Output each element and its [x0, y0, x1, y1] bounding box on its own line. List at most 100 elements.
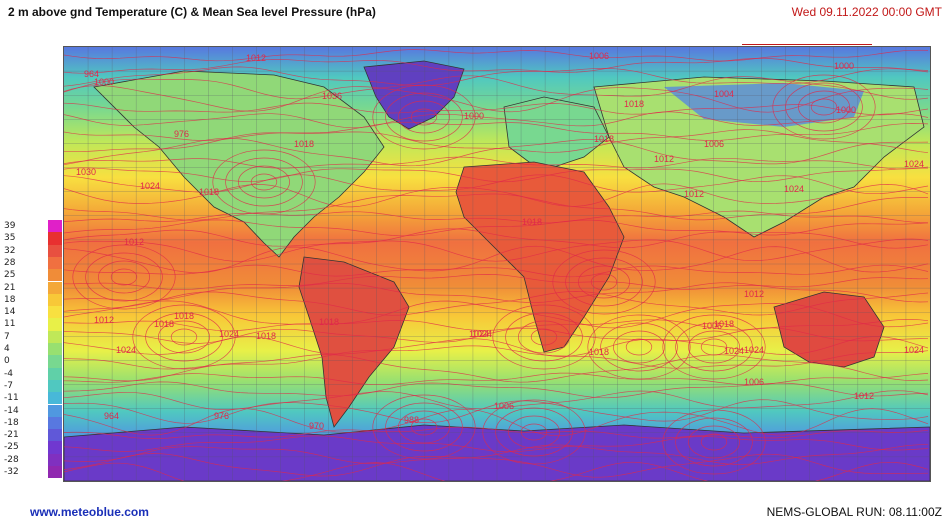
- legend-swatch: [48, 306, 62, 319]
- isobar-value-label: 1018: [624, 99, 644, 109]
- isobar-value-label: 1006: [744, 377, 764, 387]
- pressure-cell-contour: [385, 402, 463, 452]
- legend-row: 11: [2, 318, 62, 331]
- pressure-cell-contour: [700, 433, 728, 451]
- legend-label: 4: [4, 344, 10, 354]
- isobar-value-label: 1012: [684, 189, 704, 199]
- pressure-cell-contour: [132, 304, 236, 370]
- map-title: 2 m above gnd Temperature (C) & Mean Sea…: [8, 5, 376, 19]
- pressure-cell-contour: [85, 252, 163, 302]
- isobar-line: [64, 238, 929, 262]
- legend-swatch: [48, 392, 62, 405]
- isobar-value-label: 1018: [199, 187, 219, 197]
- legend-swatch: [48, 244, 62, 257]
- meteoblue-link[interactable]: www.meteoblue.com: [30, 505, 149, 519]
- legend-label: 7: [4, 331, 10, 342]
- pressure-cell-contour: [688, 330, 740, 364]
- legend-label: 21: [4, 282, 16, 293]
- legend-row: -25: [2, 441, 62, 454]
- pressure-cell-contour: [662, 409, 766, 475]
- legend-row: -28: [2, 453, 62, 466]
- pressure-cell-contour: [170, 328, 198, 346]
- legend-label: -18: [4, 417, 19, 428]
- isobar-line: [64, 319, 929, 332]
- legend-swatch: [48, 293, 62, 307]
- forecast-datetime: Wed 09.11.2022 00:00 GMT: [791, 5, 942, 19]
- model-run-info: NEMS-GLOBAL RUN: 08.11:00Z: [766, 505, 942, 519]
- pressure-cell-contour: [520, 423, 548, 441]
- isobar-line: [64, 111, 929, 129]
- legend-row: 39: [2, 220, 62, 233]
- pressure-cell-contour: [662, 314, 766, 380]
- isobar-line: [64, 75, 929, 100]
- legend-label: -32: [4, 467, 19, 477]
- pressure-cell-contour: [372, 84, 476, 150]
- pressure-cell-contour: [158, 320, 210, 354]
- legend-swatch: [48, 355, 62, 368]
- isobar-value-label: 1024: [724, 346, 744, 356]
- pressure-cell-contour: [145, 312, 223, 362]
- legend-label: -11: [4, 393, 19, 404]
- legend-row: -7: [2, 379, 62, 393]
- isobar-line: [64, 167, 929, 183]
- pressure-cell-contour: [587, 314, 691, 380]
- isobar-line: [64, 399, 929, 424]
- australia-landmass: [773, 291, 885, 368]
- legend-label: 0: [4, 356, 10, 367]
- isobar-value-label: 1018: [256, 331, 276, 341]
- isobar-value-label: 1006: [494, 401, 514, 411]
- isobar-value-label: 1030: [76, 167, 96, 177]
- isobar-value-label: 1036: [322, 91, 342, 101]
- isobar-value-label: 1012: [744, 289, 764, 299]
- isobar-value-label: 1018: [154, 319, 174, 329]
- legend-row: 0: [2, 355, 62, 368]
- legend-row: -18: [2, 416, 62, 430]
- isobar-value-label: 988: [404, 415, 419, 425]
- isobar-line: [64, 291, 929, 316]
- pressure-cell-contour: [212, 149, 316, 215]
- pressure-cell-contour: [675, 322, 753, 372]
- legend-swatch: [48, 318, 62, 331]
- legend-row: -11: [2, 392, 62, 405]
- legend-label: -28: [4, 454, 19, 465]
- temperature-legend: 39 35 32 28 25 21 18 14 11 7 4 0 -4 -7 -11 -14 -18 -21 -25…: [2, 220, 62, 479]
- isobar-line: [64, 372, 929, 386]
- pressure-cell-contour: [410, 108, 438, 126]
- isobar-value-label: 1024: [472, 329, 492, 339]
- isobar-value-label: 1024: [904, 159, 924, 169]
- pressure-cell-contour: [613, 330, 665, 364]
- isobar-value-label: 1012: [124, 237, 144, 247]
- isobar-lines: [64, 49, 929, 481]
- pressure-cell-contour: [398, 100, 450, 134]
- legend-row: 28: [2, 256, 62, 270]
- legend-row: 32: [2, 244, 62, 257]
- isobar-line: [64, 183, 929, 208]
- siberia-cold-region: [664, 83, 864, 127]
- legend-row: 21: [2, 281, 62, 294]
- isobar-line: [64, 336, 929, 357]
- pressure-cell-contour: [250, 173, 278, 191]
- legend-label: -25: [4, 442, 19, 453]
- legend-row: -32: [2, 466, 62, 479]
- pressure-cell-contour: [565, 257, 643, 307]
- pressure-cell-contour: [492, 304, 596, 370]
- isobar-value-label: 1024: [904, 345, 924, 355]
- legend-label: 35: [4, 233, 16, 244]
- isobar-line: [64, 66, 929, 87]
- isobar-line: [64, 137, 929, 167]
- legend-swatch: [48, 269, 62, 282]
- legend-label: 11: [4, 319, 16, 330]
- legend-label: 25: [4, 270, 16, 281]
- isobar-line: [64, 444, 928, 465]
- pressure-cell-contour: [530, 328, 558, 346]
- legend-swatch: [48, 404, 62, 417]
- legend-label: 14: [4, 307, 16, 318]
- isobar-value-label: 1018: [319, 317, 339, 327]
- isobar-value-label: 1012: [854, 391, 874, 401]
- isobar-line: [64, 121, 929, 141]
- isobar-line: [64, 85, 929, 113]
- pressure-cell-contour: [552, 249, 656, 315]
- isobar-line: [64, 390, 929, 410]
- pressure-cell-contour: [225, 157, 303, 207]
- pressure-cell-contour: [688, 425, 740, 459]
